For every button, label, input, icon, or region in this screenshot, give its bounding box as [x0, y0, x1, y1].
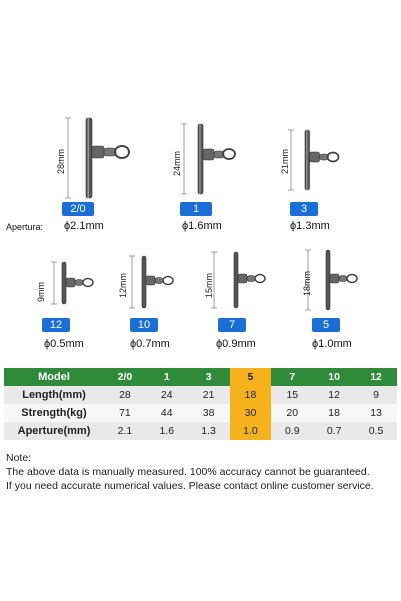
table-cell: 1.6	[145, 422, 188, 440]
table-header-cell: 10	[313, 368, 356, 386]
size-badge-7: 7	[218, 318, 246, 332]
row-label: Strength(kg)	[4, 404, 104, 422]
length-label-7: 15mm	[204, 272, 214, 298]
row-label: Length(mm)	[4, 386, 104, 404]
note-title: Note:	[6, 452, 32, 464]
size-badge-10: 10	[130, 318, 158, 332]
table-cell: 30	[229, 404, 272, 422]
table-cell: 24	[145, 386, 188, 404]
table-cell: 2.1	[104, 422, 146, 440]
diameter-5: ϕ1.0mm	[312, 338, 352, 350]
table-row: Strength(kg) 71 44 38 30 20 18 13	[4, 404, 397, 422]
table-header-cell: 12	[355, 368, 397, 386]
length-label-1: 24mm	[172, 150, 182, 176]
swivel-image-7	[208, 248, 268, 319]
swivel-image-1	[178, 120, 258, 205]
table-cell: 9	[355, 386, 397, 404]
table-header-cell: Model	[4, 368, 104, 386]
aperture-label: Apertura:	[6, 222, 44, 232]
table-cell: 15	[271, 386, 314, 404]
swivel-image-10	[126, 252, 186, 319]
table-cell: 0.9	[271, 422, 314, 440]
size-badge-12: 12	[42, 318, 70, 332]
table-header-cell: 3	[187, 368, 230, 386]
table-cell: 44	[145, 404, 188, 422]
table-cell: 38	[187, 404, 230, 422]
table-cell: 20	[271, 404, 314, 422]
size-badge-2-0: 2/0	[62, 202, 94, 216]
table-header-cell: 2/0	[104, 368, 146, 386]
table-row: Aperture(mm) 2.1 1.6 1.3 1.0 0.9 0.7 0.5	[4, 422, 397, 440]
diameter-3: ϕ1.3mm	[290, 220, 330, 232]
length-label-5: 18mm	[302, 270, 312, 296]
length-label-12: 9mm	[36, 282, 46, 302]
table-cell: 1.0	[229, 422, 272, 440]
table-cell: 18	[313, 404, 356, 422]
note-line-1: The above data is manually measured. 100…	[6, 466, 370, 478]
diameter-1: ϕ1.6mm	[182, 220, 222, 232]
diameter-12: ϕ0.5mm	[44, 338, 84, 350]
row-label: Aperture(mm)	[4, 422, 104, 440]
swivel-image-3	[285, 126, 355, 201]
table-cell: 12	[313, 386, 356, 404]
swivel-image-5	[302, 246, 362, 321]
table-header-cell: 5	[229, 368, 272, 386]
table-row: Length(mm) 28 24 21 18 15 12 9	[4, 386, 397, 404]
table-cell: 71	[104, 404, 146, 422]
table-cell: 21	[187, 386, 230, 404]
diameter-7: ϕ0.9mm	[216, 338, 256, 350]
table-cell: 13	[355, 404, 397, 422]
table-cell: 0.7	[313, 422, 356, 440]
table-cell: 28	[104, 386, 146, 404]
size-badge-3: 3	[290, 202, 318, 216]
note-line-2: If you need accurate numerical values. P…	[6, 480, 374, 492]
table-cell: 0.5	[355, 422, 397, 440]
table-header-cell: 1	[145, 368, 188, 386]
table-header-cell: 7	[271, 368, 314, 386]
length-label-10: 12mm	[118, 272, 128, 298]
length-label-2-0: 28mm	[56, 148, 66, 174]
diameter-2-0: ϕ2.1mm	[64, 220, 104, 232]
table-cell: 18	[229, 386, 272, 404]
size-badge-5: 5	[312, 318, 340, 332]
spec-table: Model 2/0 1 3 5 7 10 12 Length(mm) 28 24…	[4, 368, 397, 440]
swivel-image-2-0	[60, 112, 150, 207]
diameter-10: ϕ0.7mm	[130, 338, 170, 350]
swivel-image-12	[48, 258, 108, 318]
table-cell: 1.3	[187, 422, 230, 440]
size-badge-1: 1	[180, 202, 212, 216]
length-label-3: 21mm	[280, 148, 290, 174]
table-header-row: Model 2/0 1 3 5 7 10 12	[4, 368, 397, 386]
